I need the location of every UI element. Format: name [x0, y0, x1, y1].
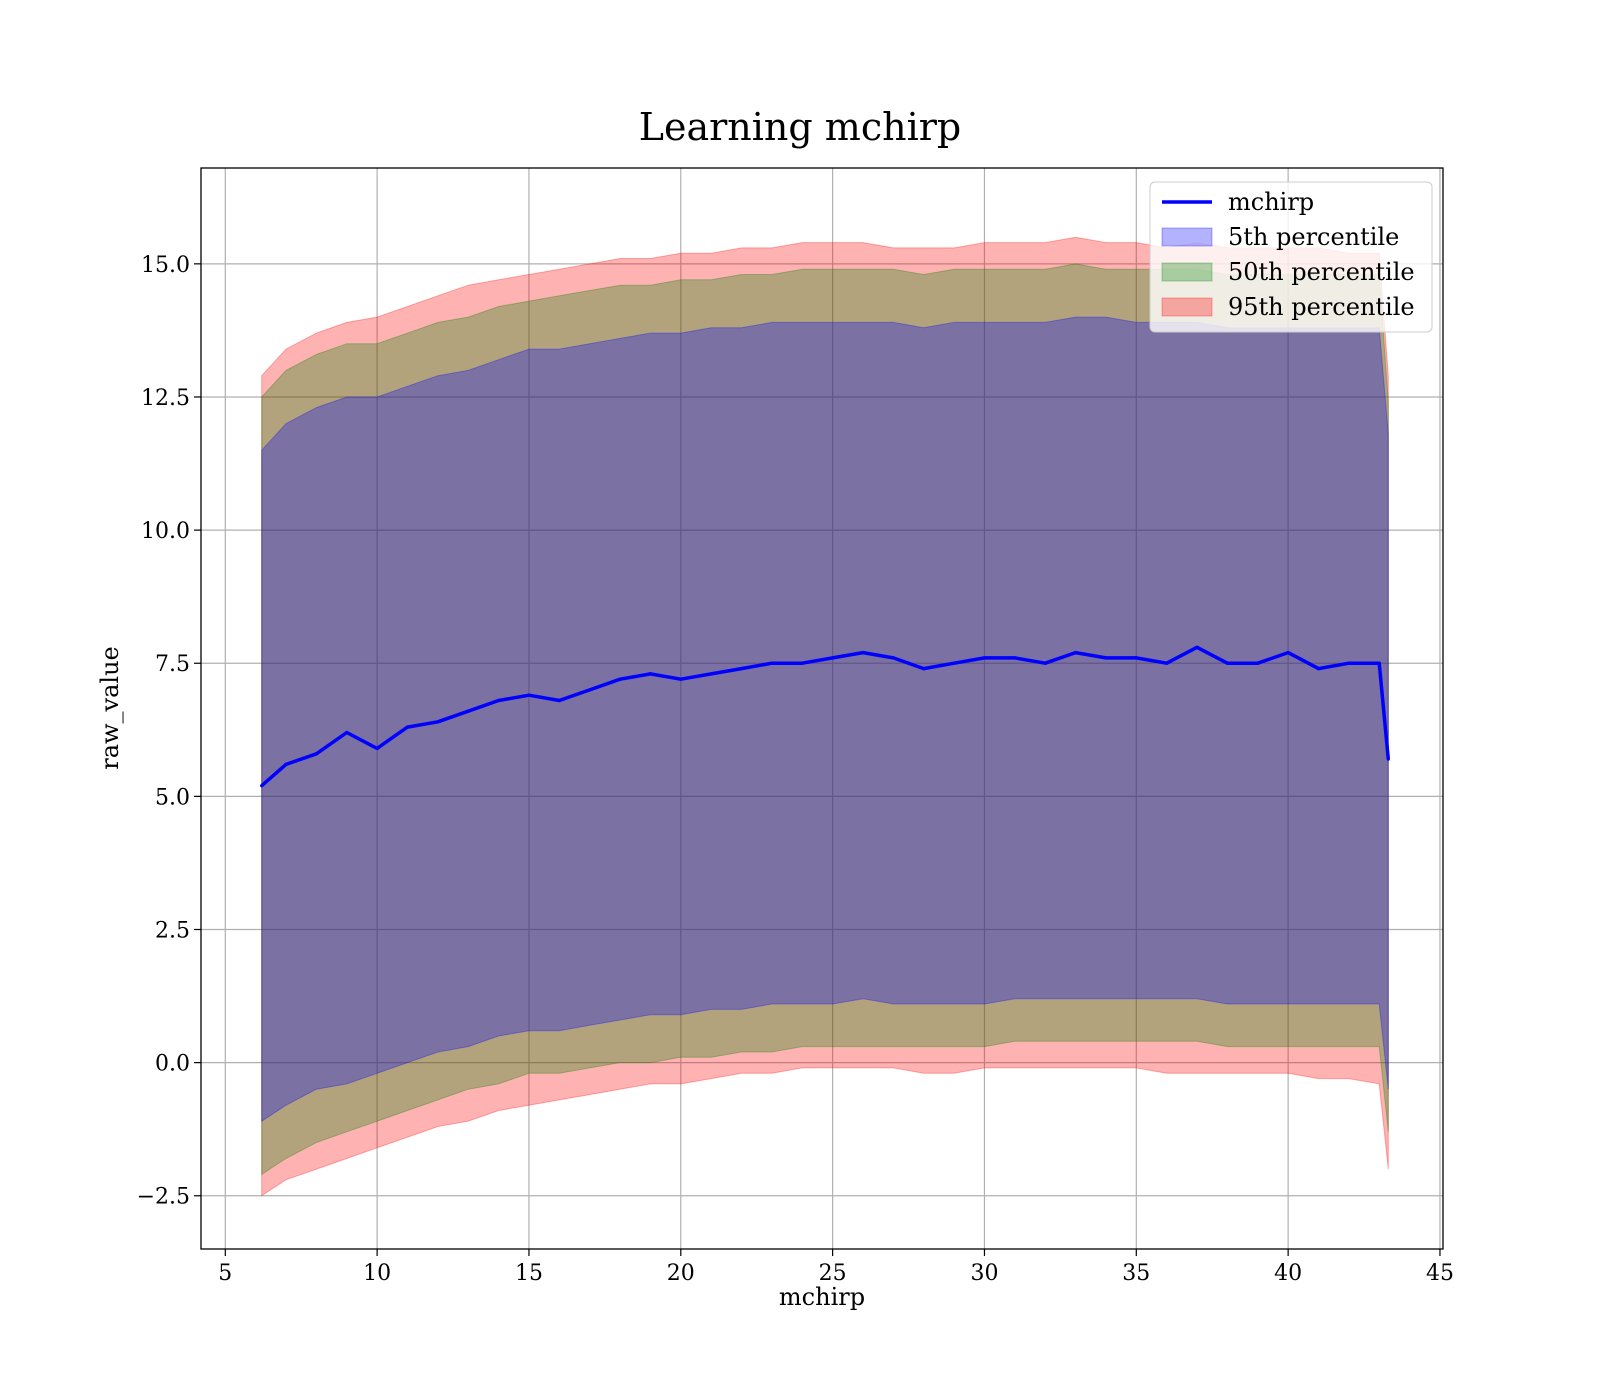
x-tick-label: 20 — [667, 1261, 695, 1286]
x-tick-label: 15 — [515, 1261, 543, 1286]
y-tick-label: 2.5 — [155, 918, 190, 943]
data-point-mchirp — [618, 677, 622, 681]
data-point-mchirp — [982, 656, 987, 660]
data-point-mchirp — [891, 656, 896, 660]
data-point-mchirp — [436, 720, 440, 724]
data-point-mchirp — [770, 661, 774, 665]
y-axis-label: raw_value — [96, 646, 124, 770]
data-point-mchirp — [345, 730, 349, 735]
data-point-mchirp — [1104, 656, 1108, 660]
data-point-mchirp — [1165, 661, 1169, 665]
data-point-mchirp — [260, 784, 264, 788]
series-lines — [260, 645, 1391, 788]
data-point-mchirp — [1386, 757, 1390, 761]
percentile-bands — [261, 236, 1389, 1197]
x-tick-label: 35 — [1122, 1261, 1150, 1286]
y-tick-label: 12.5 — [141, 386, 190, 411]
y-tick-label: 7.5 — [155, 652, 190, 677]
legend: mchirp 5th percentile 50th percentile 95th … — [1149, 181, 1433, 333]
y-tick-label: 5.0 — [155, 785, 190, 810]
y-tick-label: 0.0 — [155, 1052, 190, 1077]
legend-label: 50th percentile — [1228, 258, 1415, 286]
chart-title: Learning mchirp — [639, 105, 961, 149]
x-tick-label: 25 — [819, 1261, 847, 1286]
data-point-mchirp — [314, 752, 318, 756]
plot-frame — [200, 167, 1444, 1250]
data-point-mchirp — [648, 672, 653, 676]
data-point-mchirp — [1195, 645, 1199, 649]
data-point-mchirp — [466, 709, 470, 713]
data-point-mchirp — [1013, 656, 1017, 660]
x-tick-label: 45 — [1426, 1261, 1454, 1286]
data-point-mchirp — [284, 762, 288, 767]
data-point-mchirp — [1347, 661, 1351, 665]
data-point-mchirp — [739, 667, 744, 671]
data-point-mchirp — [1256, 661, 1260, 665]
legend-swatch-patch — [1161, 297, 1213, 317]
legend-swatch-patch — [1161, 227, 1213, 247]
data-point-mchirp — [709, 672, 713, 676]
data-point-mchirp — [922, 667, 926, 671]
x-tick-label: 40 — [1274, 1261, 1302, 1286]
data-point-mchirp — [679, 677, 683, 681]
legend-box — [1149, 181, 1433, 333]
band-95th-percentile — [261, 236, 1389, 1197]
data-point-mchirp — [1377, 661, 1381, 665]
data-point-mchirp — [1074, 651, 1078, 655]
data-point-mchirp — [952, 661, 956, 665]
legend-swatch-patch — [1161, 262, 1213, 282]
legend-label: 5th percentile — [1228, 223, 1399, 251]
data-point-mchirp — [405, 725, 410, 729]
data-point-mchirp — [1316, 667, 1321, 671]
data-point-mchirp — [527, 693, 531, 697]
data-point-mchirp — [375, 746, 379, 751]
x-axis-label: mchirp — [779, 1283, 865, 1311]
x-tick-label: 10 — [363, 1261, 391, 1286]
legend-label: 95th percentile — [1228, 293, 1415, 321]
data-point-mchirp — [831, 656, 835, 660]
data-point-mchirp — [1286, 651, 1290, 655]
axis-ticks: 5 10 15 20 25 30 35 40 45 −2.5 0.0 2.5 5.0 7.5 10.0 12.… — [137, 253, 1454, 1286]
data-point-mchirp — [588, 688, 592, 692]
x-tick-label: 30 — [970, 1261, 998, 1286]
band-5th-percentile — [261, 316, 1389, 1123]
data-point-mchirp — [497, 698, 501, 703]
data-point-mchirp — [557, 698, 561, 703]
grid — [201, 168, 1443, 1249]
y-tick-label: 10.0 — [141, 519, 190, 544]
band-50th-percentile — [261, 263, 1389, 1176]
data-point-mchirp — [1134, 656, 1138, 660]
data-point-mchirp — [861, 651, 865, 655]
legend-label: mchirp — [1228, 188, 1314, 216]
data-point-mchirp — [1043, 661, 1047, 665]
y-tick-label: −2.5 — [137, 1185, 190, 1210]
data-point-mchirp — [1225, 661, 1229, 665]
y-tick-label: 15.0 — [141, 253, 190, 278]
data-point-mchirp — [800, 661, 804, 665]
x-tick-label: 5 — [218, 1261, 232, 1286]
